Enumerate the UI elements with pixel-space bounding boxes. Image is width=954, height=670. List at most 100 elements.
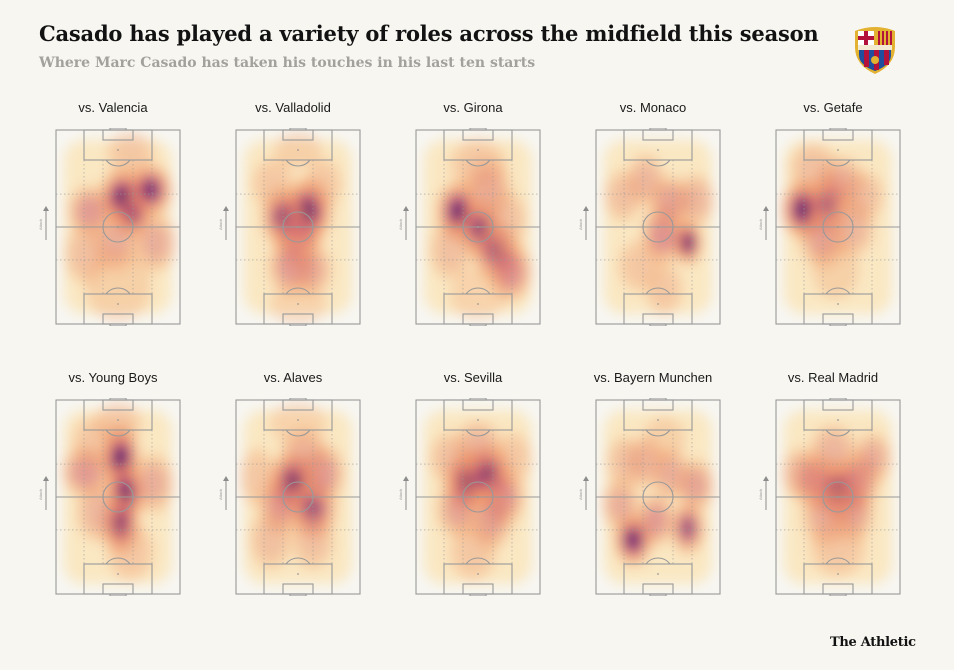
panel-label: vs. Bayern Munchen — [593, 370, 713, 385]
pitch-heatmap — [235, 398, 361, 596]
heat-blob-mid — [76, 195, 103, 228]
attack-direction-arrow-icon: Attack — [398, 476, 409, 510]
attack-direction-label: Attack — [38, 489, 43, 500]
heat-blob-mid — [611, 179, 636, 213]
pitch-heatmap — [775, 398, 901, 596]
pitch-zone-lines — [416, 160, 540, 294]
pitch-markings — [235, 398, 361, 596]
heat-blob-core — [626, 530, 641, 550]
heat-blob-core — [682, 234, 693, 251]
panel-label: vs. Real Madrid — [787, 370, 879, 385]
heatmap-panel: vs. Valencia Attack — [36, 100, 206, 345]
heatmap-panel: vs. Getafe Attack — [756, 100, 926, 345]
attack-direction-arrow-icon: Attack — [578, 206, 589, 240]
attack-direction-arrow-icon: Attack — [758, 476, 769, 510]
heat-blob-mid — [310, 168, 335, 201]
heat-blob-mid — [683, 469, 708, 502]
pitch-heatmap — [235, 128, 361, 326]
pitch-markings — [595, 398, 721, 596]
heat-blob-mid — [643, 503, 668, 537]
pitch-heatmap — [55, 128, 181, 326]
panel-label: vs. Valladolid — [255, 100, 331, 115]
heat-blob-mid — [608, 488, 633, 522]
heat-blob-mid — [257, 521, 285, 559]
pitch-heatmap — [55, 398, 181, 596]
heat-blob-mid — [613, 445, 638, 479]
pitch-markings — [415, 128, 541, 326]
attack-direction-arrow-icon: Attack — [218, 206, 229, 240]
panel-label: vs. Valencia — [78, 100, 148, 115]
panel-label: vs. Alaves — [263, 370, 323, 385]
chart-subtitle: Where Marc Casado has taken his touches … — [39, 55, 536, 71]
heat-blob-mid — [500, 441, 525, 475]
heat-blob-mid — [437, 441, 465, 475]
attack-direction-arrow-icon: Attack — [758, 206, 769, 240]
heat-blob-mid — [115, 139, 146, 168]
heat-blob-core — [681, 518, 694, 538]
panel-label: vs. Girona — [443, 100, 503, 115]
attack-direction-label: Attack — [758, 489, 763, 500]
attack-direction-label: Attack — [758, 219, 763, 230]
heatmap-panel: vs. Real Madrid Attack — [756, 370, 926, 615]
heat-blob-mid — [444, 490, 472, 528]
heatmap-panel: vs. Valladolid Attack — [216, 100, 386, 345]
heat-blob-mid — [115, 532, 146, 570]
pitch-heatmap — [595, 128, 721, 326]
pitch-zone-lines — [236, 160, 360, 294]
heatmap-panel: vs. Young Boys Attack — [36, 370, 206, 615]
pitch-zone-lines — [596, 430, 720, 564]
heat-blob-mid — [458, 532, 488, 570]
pitch-markings — [595, 128, 721, 326]
heat-blob-mid — [626, 249, 653, 283]
attack-direction-label: Attack — [218, 219, 223, 230]
pitch-zone-lines — [776, 430, 900, 564]
heat-blob-mid — [860, 441, 885, 475]
pitch-zone-lines — [776, 160, 900, 294]
pitch-heatmap — [415, 128, 541, 326]
heat-blob-mid — [818, 434, 848, 467]
heat-blob-mid — [299, 521, 327, 559]
heat-blob-mid — [491, 200, 519, 238]
pitch-zone-lines — [56, 430, 180, 564]
chart-title: Casado has played a variety of roles acr… — [39, 21, 819, 46]
heat-blob-mid — [460, 148, 496, 182]
heat-blob-mid — [798, 152, 829, 186]
heat-blob-outer — [642, 416, 686, 461]
panel-label: vs. Young Boys — [68, 370, 158, 385]
heat-blob-outer — [269, 401, 327, 446]
heat-blob-outer — [85, 248, 151, 323]
heat-blob-mid — [246, 458, 271, 497]
heat-blob-mid — [84, 493, 112, 532]
attack-direction-label: Attack — [398, 489, 403, 500]
attack-direction-label: Attack — [398, 219, 403, 230]
heat-blob-mid — [788, 457, 813, 491]
heatmap-panel: vs. Monaco Attack — [576, 100, 746, 345]
heatmap-panel: vs. Sevilla Attack — [396, 370, 566, 615]
pitch-zone-lines — [596, 160, 720, 294]
heat-blob-core — [142, 180, 159, 200]
heat-blob-mid — [139, 464, 167, 503]
pitch-heatmap — [595, 398, 721, 596]
attack-direction-arrow-icon: Attack — [218, 476, 229, 510]
attack-direction-arrow-icon: Attack — [578, 476, 589, 510]
panel-label: vs. Sevilla — [443, 370, 503, 385]
attack-direction-label: Attack — [578, 489, 583, 500]
attack-direction-label: Attack — [38, 219, 43, 230]
heat-blob-mid — [289, 438, 320, 471]
pitch-markings — [55, 398, 181, 596]
attack-direction-label: Attack — [218, 489, 223, 500]
heatmap-panel: vs. Girona Attack — [396, 100, 566, 345]
heat-blob-mid — [683, 183, 708, 217]
heat-blob-mid — [849, 179, 877, 213]
pitch-heatmap — [775, 128, 901, 326]
heatmap-panel: vs. Alaves Attack — [216, 370, 386, 615]
heat-blob-mid — [658, 457, 683, 491]
pitch-markings — [775, 128, 901, 326]
panel-label: vs. Getafe — [803, 100, 863, 115]
heat-blob-mid — [79, 426, 107, 459]
heat-blob-mid — [820, 528, 856, 567]
attack-direction-label: Attack — [578, 219, 583, 230]
pitch-heatmap — [415, 398, 541, 596]
panel-label: vs. Monaco — [619, 100, 687, 115]
heat-blob-mid — [259, 168, 287, 201]
